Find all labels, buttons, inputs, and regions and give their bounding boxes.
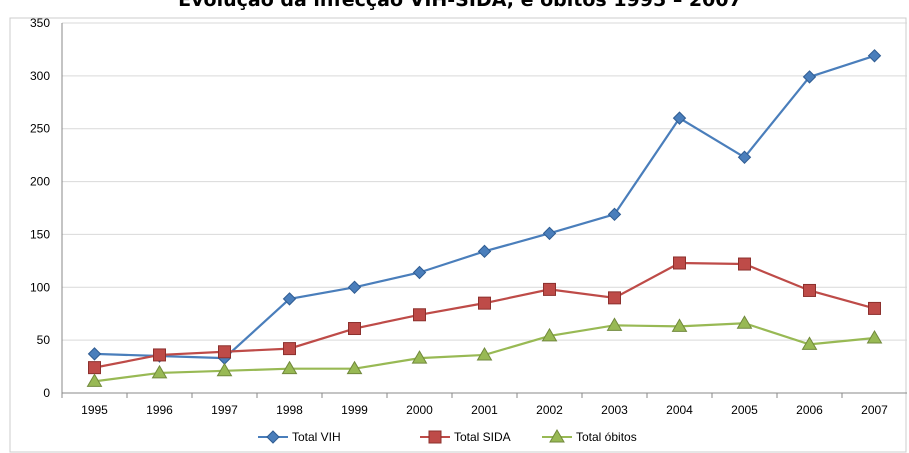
point [801, 336, 818, 350]
y-tick-label: 300 [30, 69, 50, 83]
x-tick-label: 1995 [81, 403, 108, 417]
y-tick-label: 200 [30, 175, 50, 189]
x-tick-label: 1999 [341, 403, 368, 417]
y-tick-label: 0 [43, 386, 50, 400]
point [478, 296, 491, 310]
point [346, 360, 363, 375]
point [736, 315, 753, 329]
point [151, 364, 168, 379]
series-line [94, 54, 875, 360]
point [606, 317, 623, 331]
point [283, 342, 296, 356]
legend-label: Total óbitos [576, 430, 637, 444]
point [671, 318, 688, 332]
point [672, 111, 687, 125]
x-tick-label: 1996 [146, 403, 173, 417]
legend-marker [428, 430, 442, 444]
legend-marker [549, 429, 565, 443]
x-tick-label: 1997 [211, 403, 238, 417]
point [802, 70, 817, 84]
point [87, 347, 102, 361]
chart-title: Evolução da infecção VIH-SIDA, e óbitos … [178, 0, 742, 11]
x-tick-label: 2002 [536, 403, 563, 417]
y-tick-label: 100 [30, 280, 50, 294]
y-tick-label: 150 [30, 227, 50, 241]
point [673, 256, 686, 270]
point [216, 362, 233, 377]
point [866, 330, 883, 344]
x-tick-label: 2006 [796, 403, 823, 417]
point [738, 257, 751, 271]
x-tick-label: 2001 [471, 403, 498, 417]
point [218, 345, 231, 359]
point [282, 292, 297, 306]
x-tick-label: 2003 [601, 403, 628, 417]
point [737, 150, 752, 164]
y-tick-label: 250 [30, 122, 50, 136]
legend-label: Total VIH [292, 430, 341, 444]
point [541, 327, 558, 342]
point [348, 322, 361, 336]
point [803, 283, 816, 297]
point [607, 207, 622, 222]
point [86, 373, 103, 387]
point [608, 291, 621, 305]
x-tick-label: 2005 [731, 403, 758, 417]
point [411, 350, 428, 364]
y-tick-label: 50 [37, 333, 51, 347]
x-tick-label: 2007 [861, 403, 888, 417]
x-tick-label: 1998 [276, 403, 303, 417]
point [88, 361, 101, 375]
point [413, 308, 426, 322]
x-tick-label: 2000 [406, 403, 433, 417]
point [281, 360, 298, 375]
legend-label: Total SIDA [454, 430, 511, 444]
point [868, 301, 881, 315]
point [477, 244, 492, 259]
point [347, 280, 362, 294]
y-tick-label: 350 [30, 16, 50, 30]
legend-marker [266, 430, 280, 444]
x-tick-label: 2004 [666, 403, 693, 417]
chart-border [9, 17, 907, 453]
point [867, 49, 882, 63]
point [476, 346, 493, 361]
point [412, 265, 427, 280]
point [543, 282, 556, 296]
point [153, 348, 166, 362]
point [542, 226, 557, 241]
